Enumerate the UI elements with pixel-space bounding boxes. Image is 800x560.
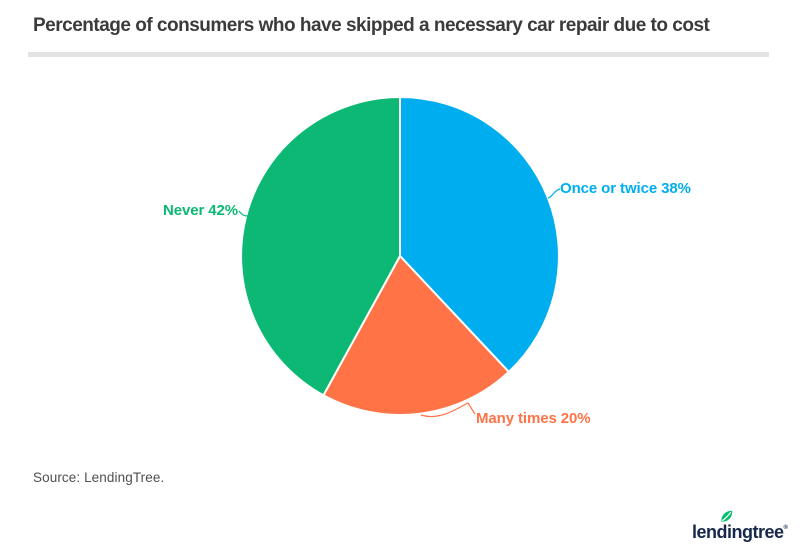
- lendingtree-logo: lendingtree®: [692, 509, 797, 549]
- title-divider: [28, 52, 769, 57]
- pie-slice-once-or-twice: [399, 95, 560, 374]
- slice-label-never: Never 42%: [163, 202, 238, 219]
- leaf-vein: [721, 511, 732, 522]
- chart-title: Percentage of consumers who have skipped…: [33, 15, 710, 36]
- logo-word: lendingtree: [692, 522, 784, 542]
- pie-slices: [240, 95, 560, 416]
- slice-label-many-times: Many times 20%: [476, 410, 591, 427]
- logo-wordmark: lendingtree®: [692, 522, 788, 543]
- connector-many-times: [420, 402, 476, 418]
- connector-once-or-twice: [547, 188, 561, 199]
- label-connectors: [238, 188, 561, 418]
- slice-label-once-or-twice: Once or twice 38%: [560, 180, 691, 197]
- registered-mark: ®: [783, 525, 788, 531]
- connector-never: [238, 210, 249, 217]
- source-note: Source: LendingTree.: [33, 470, 165, 485]
- pie-slice-many-times: [322, 254, 511, 416]
- leaf-icon: [721, 510, 733, 522]
